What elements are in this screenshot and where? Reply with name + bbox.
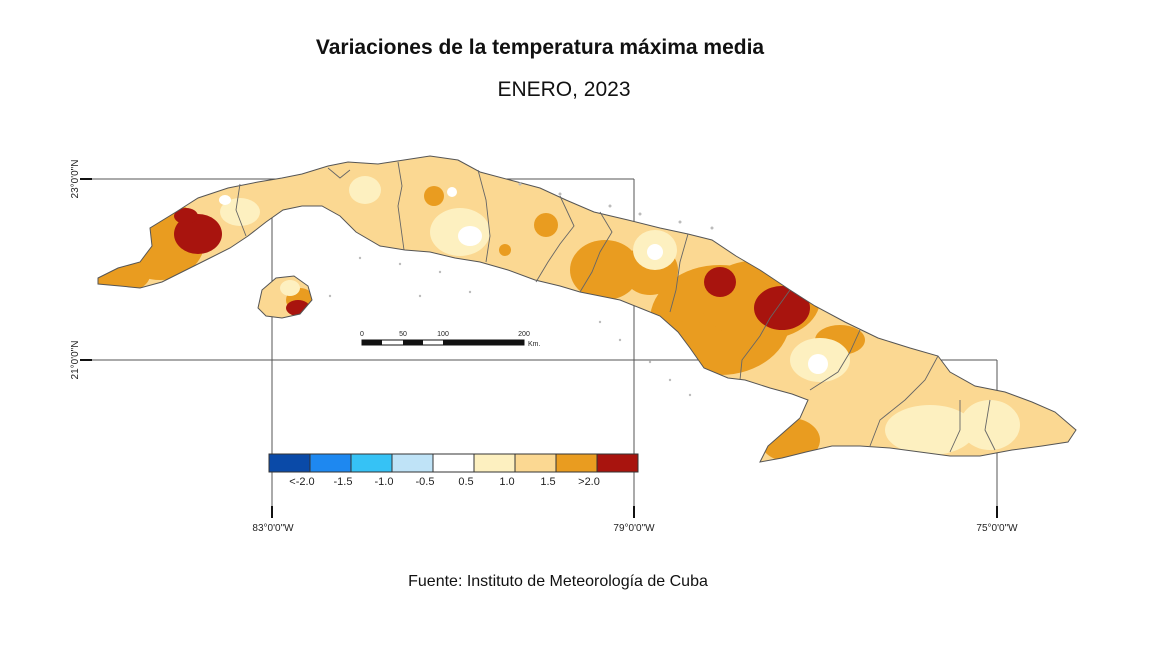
legend-swatch-6 [514,453,557,473]
legend-swatch-5 [473,453,516,473]
cuba-island [98,156,1076,462]
legend-label-3: -0.5 [416,476,435,488]
scale-tick-50: 50 [399,331,407,338]
lon-label-79w: 79°0'0"W [613,523,655,534]
legend-swatch-2 [350,453,393,473]
legend-label-6: 1.5 [540,476,555,488]
legend-swatch-1 [309,453,352,473]
scale-tick-100: 100 [437,331,449,338]
graticule-ticks [80,178,998,518]
lon-label-75w: 75°0'0"W [976,523,1018,534]
province-boundaries [235,161,996,453]
lat-label-21n: 21°0'0"N [70,341,81,380]
anomaly-0-5 [219,187,828,374]
legend-swatch-4 [432,453,475,473]
legend-label-0: <-2.0 [289,476,314,488]
scale-bar: 0 50 100 200 Km. [360,331,540,348]
scale-tick-0: 0 [360,331,364,338]
lon-label-83w: 83°0'0"W [252,523,294,534]
map-title: Variaciones de la temperatura máxima med… [315,36,765,59]
legend-swatch-7 [555,453,598,473]
legend-label-5: 1.0 [499,476,514,488]
scale-unit: Km. [528,341,541,348]
legend-swatch-0 [268,453,311,473]
anomaly-extreme [174,208,810,330]
cays [328,182,714,397]
legend-label-2: -1.0 [375,476,394,488]
legend: <-2.0 -1.5 -1.0 -0.5 0.5 1.0 1.5 >2.0 [268,453,639,488]
legend-label-7: >2.0 [578,476,600,488]
legend-label-4: 0.5 [458,476,473,488]
legend-label-1: -1.5 [334,476,353,488]
source-credit: Fuente: Instituto de Meteorología de Cub… [408,573,708,590]
scale-tick-200: 200 [518,331,530,338]
map-subtitle: ENERO, 2023 [497,78,631,101]
legend-swatch-3 [391,453,434,473]
lat-label-23n: 23°0'0"N [70,160,81,199]
legend-swatch-8 [596,453,639,473]
